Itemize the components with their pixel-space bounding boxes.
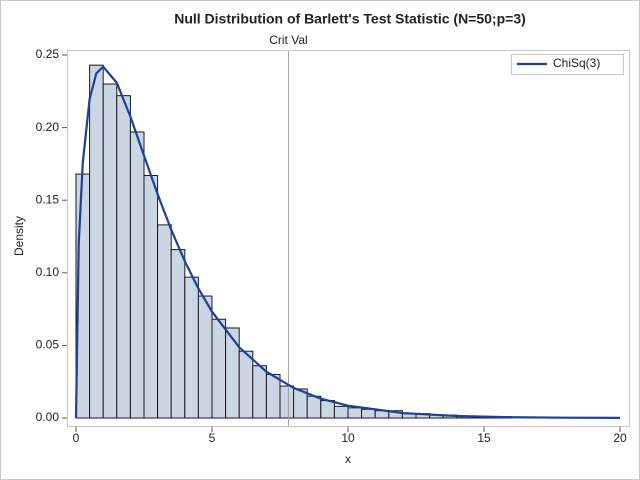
bar bbox=[225, 327, 240, 419]
x-axis-label: x bbox=[345, 452, 351, 466]
bar bbox=[265, 373, 281, 419]
density-curve bbox=[74, 65, 621, 419]
y-tick-label: 0.25 bbox=[36, 47, 60, 61]
bar bbox=[320, 400, 335, 419]
bar bbox=[279, 385, 295, 419]
x-tick-label: 20 bbox=[613, 431, 627, 445]
legend-label: ChiSq(3) bbox=[553, 56, 600, 70]
bar bbox=[129, 131, 145, 419]
x-tick-label: 5 bbox=[209, 431, 216, 445]
bar bbox=[347, 407, 363, 419]
y-tick-label: 0.05 bbox=[36, 338, 60, 352]
x-tick-label: 10 bbox=[341, 431, 355, 445]
bar bbox=[361, 408, 376, 419]
y-tick-label: 0.00 bbox=[36, 410, 60, 424]
y-axis-label: Density bbox=[12, 216, 26, 256]
reference-label: Crit Val bbox=[269, 33, 307, 47]
bar bbox=[102, 83, 118, 419]
bar bbox=[197, 295, 213, 419]
bar bbox=[116, 95, 131, 419]
x-tick-label: 0 bbox=[73, 431, 80, 445]
bar bbox=[170, 249, 186, 419]
bar bbox=[143, 175, 159, 419]
y-tick-label: 0.20 bbox=[36, 120, 60, 134]
bar bbox=[306, 395, 322, 419]
bar bbox=[89, 64, 104, 419]
x-tick-label: 15 bbox=[477, 431, 491, 445]
legend-box bbox=[511, 54, 624, 75]
bar bbox=[238, 350, 254, 419]
bar bbox=[252, 365, 267, 419]
y-tick-label: 0.10 bbox=[36, 265, 60, 279]
bar bbox=[157, 224, 172, 419]
bar bbox=[333, 405, 349, 419]
bar bbox=[184, 276, 199, 419]
y-tick-label: 0.15 bbox=[36, 192, 60, 206]
chart-title: Null Distribution of Barlett's Test Stat… bbox=[174, 11, 526, 27]
bar bbox=[211, 318, 227, 419]
